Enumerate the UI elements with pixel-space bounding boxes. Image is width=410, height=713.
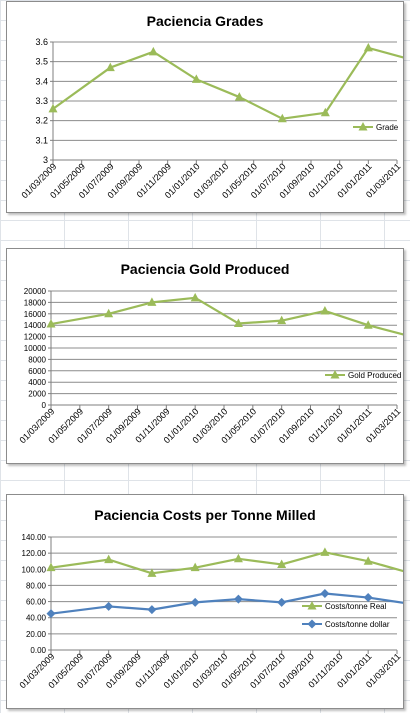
data-point-marker: [46, 609, 56, 619]
y-tick-label: 14000: [24, 321, 47, 330]
data-point-marker: [320, 305, 330, 315]
y-tick-label: 3.3: [35, 96, 48, 106]
y-tick-label: 12000: [24, 333, 47, 342]
y-tick-label: 3.2: [35, 116, 48, 126]
legend-label: Gold Produced: [348, 371, 401, 380]
data-point-marker: [147, 605, 157, 615]
series-line: [50, 296, 403, 336]
y-tick-label: 0.00: [30, 646, 46, 655]
y-tick-label: 8000: [28, 355, 46, 364]
data-point-marker: [234, 92, 244, 101]
data-point-marker: [190, 597, 200, 607]
data-point-marker: [233, 318, 243, 327]
y-tick-label: 10000: [24, 344, 47, 353]
y-tick-label: 3: [43, 155, 48, 165]
legend-marker: [330, 370, 340, 379]
data-point-marker: [363, 42, 373, 52]
gold-produced-chart: Paciencia Gold Produced 0 2000 4000 6000 8000…: [6, 248, 404, 464]
y-tick-label: 120.00: [22, 549, 47, 558]
data-point-marker: [190, 292, 200, 302]
y-tick-label: 60.00: [26, 598, 47, 607]
y-tick-label: 3.6: [35, 37, 48, 47]
chart-title: Paciencia Costs per Tonne Milled: [94, 507, 315, 523]
data-point-marker: [148, 46, 158, 56]
data-point-marker: [104, 601, 114, 611]
grades-chart-svg: Paciencia Grades33.13.23.33.43.53.601/03…: [19, 13, 403, 200]
y-tick-label: 40.00: [26, 614, 47, 623]
costs-per-tonne-chart-svg: Paciencia Costs per Tonne Milled 0.00 20.0…: [17, 507, 403, 690]
legend-label: Costs/tonne dollar: [325, 620, 390, 629]
y-tick-label: 3.5: [35, 57, 48, 67]
y-tick-label: 80.00: [26, 581, 47, 590]
y-tick-label: 3.1: [35, 135, 48, 145]
series-line: [52, 46, 403, 120]
y-tick-label: 20000: [24, 287, 47, 296]
gold-produced-chart-svg: Paciencia Gold Produced 0 2000 4000 6000 8000…: [17, 261, 403, 445]
y-tick-label: 18000: [24, 298, 47, 307]
grades-chart: Paciencia Grades 3 3.1 3.2 3.3 3.4 3.5 3.6 01/03…: [6, 1, 404, 213]
y-tick-label: 20.00: [26, 630, 47, 639]
data-point-marker: [191, 74, 201, 83]
legend-label: Costs/tonne Real: [325, 602, 387, 611]
data-point-marker: [233, 553, 243, 563]
data-point-marker: [363, 320, 373, 329]
legend-marker: [358, 122, 368, 131]
data-point-marker: [277, 559, 287, 568]
data-point-marker: [320, 107, 330, 117]
data-point-marker: [104, 308, 114, 318]
data-point-marker: [46, 319, 56, 328]
data-point-marker: [320, 547, 330, 556]
data-point-marker: [277, 315, 287, 325]
y-tick-label: 16000: [24, 310, 47, 319]
data-point-marker: [105, 62, 115, 72]
data-point-marker: [147, 568, 157, 577]
data-point-marker: [147, 297, 157, 306]
data-point-marker: [48, 103, 58, 113]
y-tick-label: 140.00: [22, 533, 47, 542]
legend-label: Grade: [376, 123, 399, 132]
y-tick-label: 0: [42, 401, 47, 410]
data-point-marker: [363, 593, 373, 603]
legend-marker: [307, 619, 317, 629]
y-tick-label: 100.00: [22, 565, 47, 574]
data-point-marker: [277, 597, 287, 607]
data-point-marker: [104, 554, 114, 564]
legend-marker: [307, 601, 317, 610]
y-tick-label: 4000: [28, 378, 46, 387]
data-point-marker: [190, 562, 200, 572]
data-point-marker: [277, 113, 287, 123]
chart-title: Paciencia Grades: [147, 13, 264, 29]
chart-title: Paciencia Gold Produced: [121, 261, 290, 277]
y-tick-label: 6000: [28, 367, 46, 376]
costs-per-tonne-chart: Paciencia Costs per Tonne Milled 0.00 20.0…: [6, 494, 404, 709]
series-line: [50, 551, 403, 575]
data-point-marker: [320, 589, 330, 598]
data-point-marker: [46, 562, 56, 572]
data-point-marker: [233, 594, 243, 604]
data-point-marker: [363, 556, 373, 565]
y-tick-label: 2000: [28, 390, 46, 399]
y-tick-label: 3.4: [35, 76, 48, 86]
